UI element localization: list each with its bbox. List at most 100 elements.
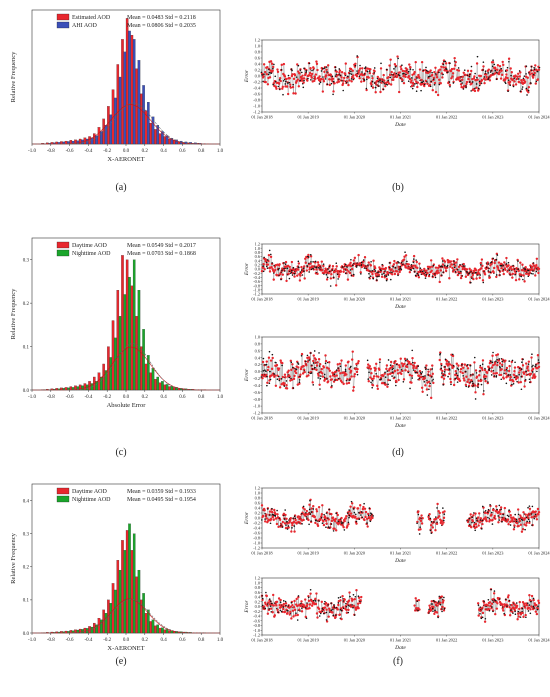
- data-point: [287, 74, 290, 77]
- data-point: [519, 380, 523, 384]
- data-point: [300, 354, 303, 357]
- bar-series2: [161, 627, 164, 634]
- histogram-e: -1.0 -0.8 -0.6 -0.4 -0.2 0.0 0.2 0.4 0.6 0.8 1.00.…: [10, 483, 224, 652]
- data-point: [276, 509, 278, 512]
- data-point: [269, 359, 273, 362]
- data-point: [439, 351, 442, 354]
- data-point: [512, 380, 515, 383]
- data-point: [337, 369, 341, 372]
- data-point: [443, 264, 446, 267]
- data-point: [374, 367, 377, 371]
- series-segment: [475, 370, 477, 393]
- series-segment: [322, 68, 323, 92]
- x-tick-label: -1.0: [28, 395, 36, 400]
- x-tick-label: 01 Jan 2021: [390, 416, 411, 421]
- data-point: [368, 272, 370, 275]
- data-point: [389, 58, 392, 61]
- data-point: [310, 352, 312, 354]
- data-point: [281, 273, 285, 276]
- data-point: [520, 388, 523, 391]
- data-point: [309, 67, 312, 70]
- series-segment: [404, 256, 406, 266]
- data-point: [307, 356, 311, 359]
- data-point: [511, 272, 515, 276]
- data-point: [479, 261, 483, 265]
- data-point: [496, 361, 499, 364]
- data-point: [443, 374, 447, 377]
- data-point: [447, 71, 449, 74]
- data-point: [444, 60, 447, 63]
- data-point: [527, 89, 530, 92]
- data-point: [537, 267, 541, 271]
- data-point: [297, 85, 301, 88]
- data-point: [315, 368, 318, 372]
- data-point: [355, 266, 358, 268]
- series-segment: [410, 364, 412, 383]
- error-series-line: [261, 499, 540, 533]
- bar-series1: [163, 629, 167, 634]
- y-tick-label: 0.2: [255, 68, 260, 73]
- data-point: [375, 372, 377, 375]
- data-point: [534, 265, 537, 269]
- data-point: [298, 381, 301, 384]
- data-point: [460, 270, 462, 273]
- bar-series2: [90, 626, 94, 634]
- y-tick-label: -0.6: [253, 390, 261, 395]
- data-point: [446, 364, 449, 367]
- data-point: [263, 268, 266, 271]
- data-point: [261, 360, 265, 364]
- data-point: [335, 369, 338, 371]
- y-tick-label: 0.4: [255, 355, 261, 360]
- data-point: [357, 360, 360, 363]
- data-point: [320, 260, 323, 263]
- data-point: [309, 262, 312, 265]
- data-point: [440, 367, 443, 370]
- data-point: [299, 69, 302, 71]
- data-point: [394, 266, 397, 269]
- data-point: [535, 257, 539, 260]
- data-point: [278, 77, 282, 80]
- data-point: [283, 385, 286, 387]
- data-point: [429, 368, 432, 371]
- data-point: [408, 360, 411, 364]
- data-point: [277, 367, 281, 370]
- data-point: [399, 357, 402, 360]
- data-point: [371, 80, 374, 83]
- data-point: [503, 261, 506, 264]
- data-point: [412, 68, 414, 71]
- data-point: [366, 359, 369, 362]
- bar-series2: [81, 629, 84, 634]
- bar-series1: [158, 627, 162, 634]
- series-segment: [312, 361, 314, 383]
- data-point: [389, 278, 392, 281]
- data-point: [482, 281, 485, 284]
- data-point: [376, 75, 380, 79]
- data-point: [441, 373, 445, 376]
- data-point: [321, 372, 324, 375]
- data-point: [367, 379, 370, 383]
- data-point: [412, 369, 415, 371]
- series-segment: [293, 368, 295, 379]
- bar-series2: [109, 357, 113, 391]
- data-point: [355, 75, 359, 78]
- series-segment: [268, 69, 270, 79]
- data-point: [277, 82, 281, 85]
- series-segment: [270, 509, 272, 520]
- data-point: [338, 273, 341, 276]
- series-segment: [296, 64, 298, 82]
- legend-label: Nighttime AOD: [72, 497, 111, 503]
- data-point: [336, 363, 339, 366]
- data-point: [528, 378, 531, 381]
- data-point: [268, 510, 272, 513]
- data-point: [403, 264, 407, 267]
- data-point: [300, 352, 304, 356]
- data-point: [502, 272, 505, 276]
- series-segment: [321, 261, 323, 270]
- data-point: [398, 262, 400, 264]
- legend-swatch: [56, 241, 70, 249]
- bar-series2: [100, 376, 103, 391]
- data-point: [308, 359, 310, 361]
- data-point: [522, 278, 524, 281]
- y-tick-label: 0.4: [255, 506, 261, 511]
- data-point: [299, 367, 303, 371]
